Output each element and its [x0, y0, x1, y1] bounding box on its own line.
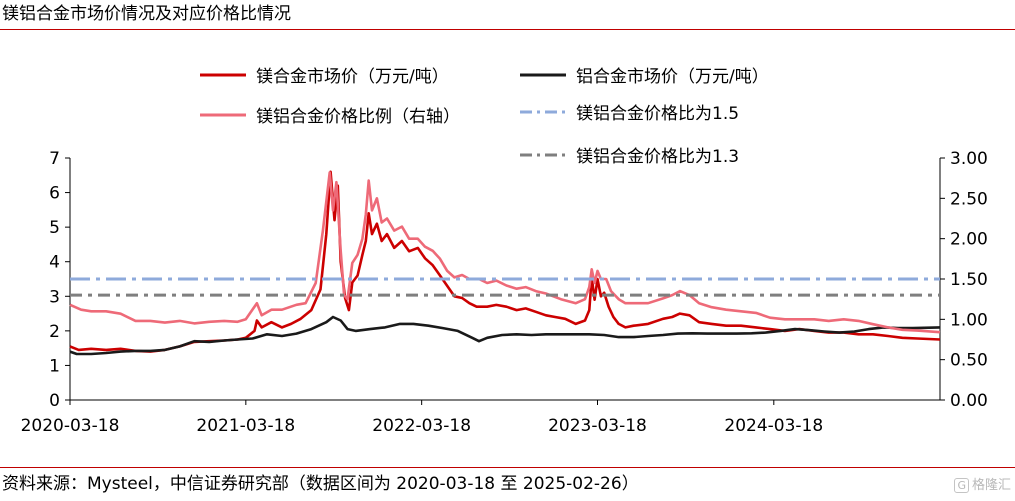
legend-label: 镁合金市场价（万元/吨）: [256, 67, 449, 87]
series-line-aluminum-price: [69, 315, 941, 356]
y-left-tick-label: 0: [49, 391, 60, 411]
y-right-tick-label: 0.50: [950, 351, 988, 371]
y-right-tick-label: 1.50: [950, 270, 988, 290]
legend-label: 镁铝合金价格比为1.5: [576, 104, 739, 124]
watermark-logo-icon: G: [954, 478, 969, 493]
x-tick-label: 2023-03-18: [548, 416, 647, 436]
y-left-tick-label: 5: [49, 218, 60, 238]
watermark-text: 格隆汇: [971, 478, 1011, 493]
series-lines: [69, 170, 941, 356]
source-note: 资料来源：Mysteel，中信证券研究部（数据区间为 2020-03-18 至 …: [2, 474, 639, 494]
series-line-price-ratio: [69, 171, 941, 334]
title-divider: [0, 29, 1015, 30]
axes: 0 1 2 3 4 5 6 7 0.00 0.50 1.00 1.50 2.00 2.50 3.00 2020…: [21, 149, 988, 436]
y-left-tick-label: 4: [49, 253, 60, 273]
watermark: G 格隆汇: [954, 474, 1011, 493]
y-left-tick-label: 3: [49, 287, 60, 307]
legend: 镁合金市场价（万元/吨） 铝合金市场价（万元/吨） 镁铝合金价格比例（右轴） 镁铝合金…: [200, 67, 769, 167]
series-line-magnesium-price: [69, 170, 941, 353]
y-right-tick-label: 1.00: [950, 310, 988, 330]
y-right-tick-label: 3.00: [950, 149, 988, 169]
x-tick-label: 2024-03-18: [724, 416, 823, 436]
y-left-tick-label: 6: [49, 184, 60, 204]
chart: 镁合金市场价（万元/吨） 铝合金市场价（万元/吨） 镁铝合金价格比例（右轴） 镁铝合金…: [21, 67, 988, 436]
legend-label: 铝合金市场价（万元/吨）: [576, 67, 769, 87]
y-left-tick-label: 1: [49, 356, 60, 376]
x-tick-label: 2021-03-18: [196, 416, 295, 436]
legend-label: 镁铝合金价格比为1.3: [576, 147, 739, 167]
y-left-tick-label: 2: [49, 322, 60, 342]
legend-label: 镁铝合金价格比例（右轴）: [256, 107, 460, 127]
y-right-tick-label: 2.50: [950, 189, 988, 209]
source-divider: [0, 467, 1015, 468]
x-tick-label: 2020-03-18: [21, 416, 120, 436]
y-left-tick-label: 7: [49, 149, 60, 169]
y-right-tick-label: 2.00: [950, 230, 988, 250]
x-tick-label: 2022-03-18: [372, 416, 471, 436]
y-right-tick-label: 0.00: [950, 391, 988, 411]
chart-title: 镁铝合金市场价情况及对应价格比情况: [2, 4, 291, 24]
